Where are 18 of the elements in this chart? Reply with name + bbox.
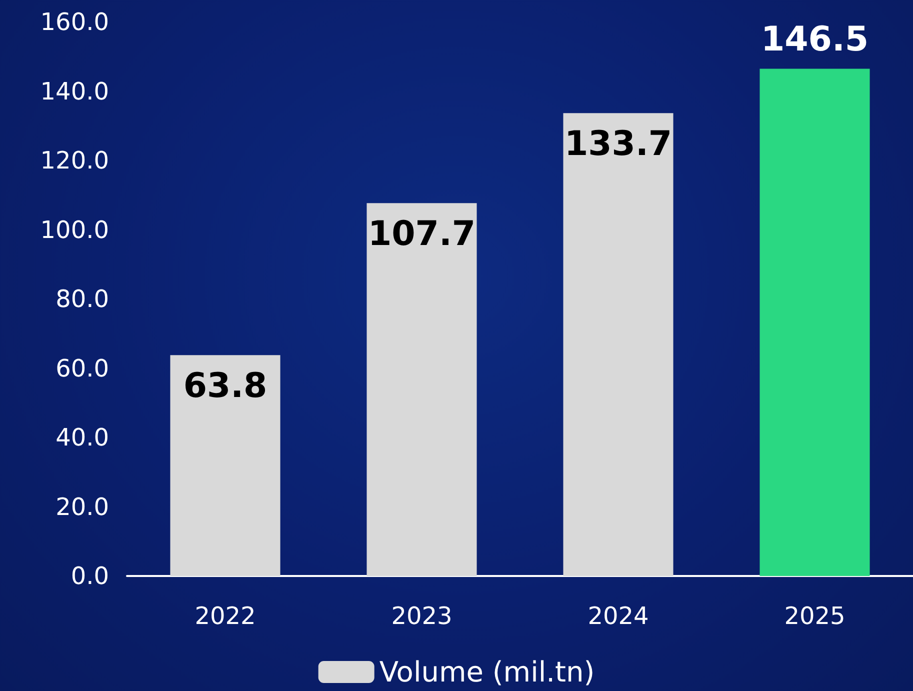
y-tick-label: 40.0 [56, 424, 109, 452]
y-tick-label: 160.0 [40, 8, 109, 36]
data-label: 133.7 [564, 124, 672, 164]
legend-label: Volume (mil.tn) [379, 656, 595, 688]
y-tick-label: 20.0 [56, 492, 109, 521]
y-tick-label: 80.0 [56, 285, 109, 313]
data-label: 146.5 [760, 20, 869, 60]
data-label: 107.7 [368, 214, 476, 254]
y-tick-label: 140.0 [40, 77, 109, 106]
y-tick-label: 100.0 [40, 216, 109, 244]
x-tick-label: 2025 [784, 602, 846, 630]
y-tick-label: 60.0 [56, 354, 109, 382]
data-label: 63.8 [183, 366, 268, 406]
x-tick-label: 2022 [194, 602, 256, 630]
y-tick-label: 0.0 [70, 562, 109, 590]
y-tick-label: 120.0 [40, 146, 109, 174]
x-tick-label: 2023 [391, 602, 452, 630]
x-tick-label: 2024 [588, 602, 649, 630]
